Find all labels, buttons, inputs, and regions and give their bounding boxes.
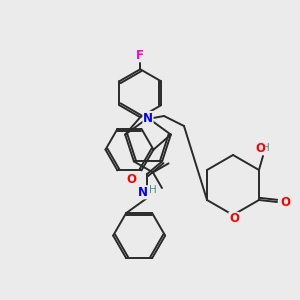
Text: O: O xyxy=(127,173,137,186)
Text: N: N xyxy=(138,186,148,199)
Text: F: F xyxy=(136,49,144,62)
Text: H: H xyxy=(262,143,270,153)
Text: O: O xyxy=(229,212,239,226)
Text: O: O xyxy=(255,142,265,154)
Text: O: O xyxy=(280,196,290,208)
Text: H: H xyxy=(149,185,157,195)
Text: N: N xyxy=(143,112,153,124)
